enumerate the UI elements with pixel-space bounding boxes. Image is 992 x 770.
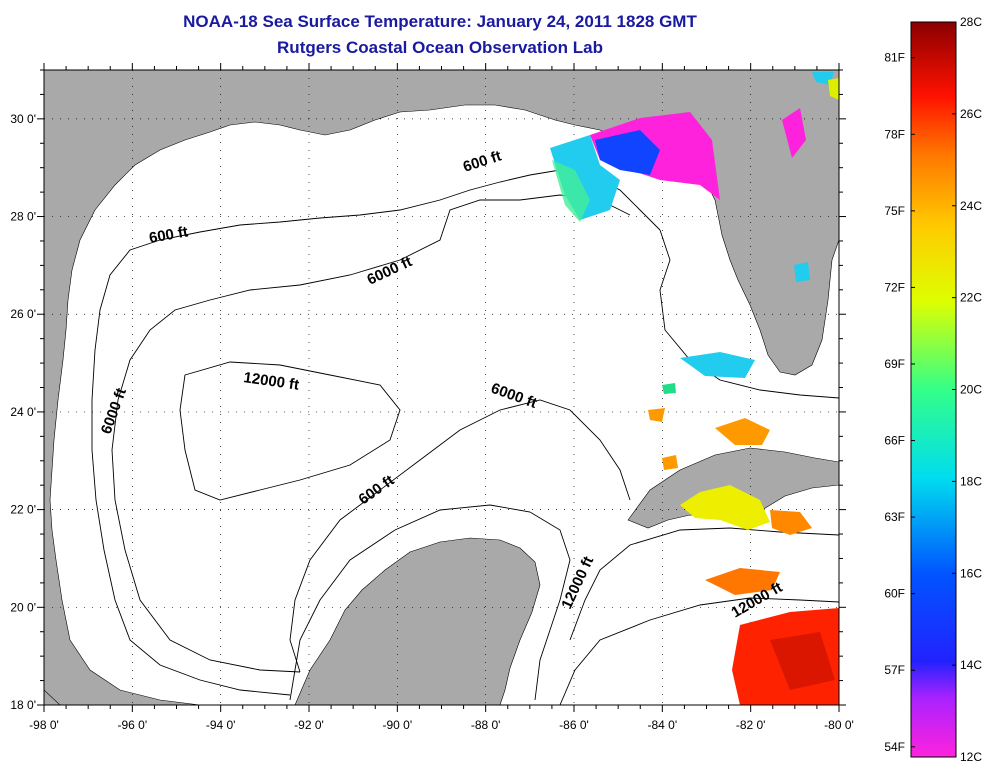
sst-patch-big-bend-blue xyxy=(595,130,660,175)
land-yucatan xyxy=(294,537,541,705)
x-tick-label: -84 0' xyxy=(648,718,678,732)
sst-patch-atlantic-magenta xyxy=(782,108,806,158)
contour-6000ft-south xyxy=(289,399,631,673)
title-line-1: NOAA-18 Sea Surface Temperature: January… xyxy=(183,12,697,31)
colorbar-celsius-label: 24C xyxy=(960,199,982,213)
title-line-2: Rutgers Coastal Ocean Observation Lab xyxy=(277,38,603,57)
sst-patch-yucatan-channel xyxy=(648,408,665,422)
x-tick-label: -82 0' xyxy=(736,718,766,732)
sst-patch-caribbean-darkred xyxy=(770,632,835,690)
x-tick-label: -80 0' xyxy=(824,718,854,732)
sst-patch-cuba-orange xyxy=(770,510,812,535)
sst-patch-dry-tortugas xyxy=(662,383,676,394)
colorbar-fahrenheit-label: 69F xyxy=(884,357,905,371)
x-tick-label: -92 0' xyxy=(294,718,324,732)
colorbar-celsius-label: 20C xyxy=(960,383,982,397)
contour-6000ft xyxy=(111,194,631,673)
sst-patch-keys-cyan xyxy=(680,352,755,378)
sst-patch-big-bend-green xyxy=(552,160,590,222)
colorbar-celsius-label: 22C xyxy=(960,291,982,305)
sst-patch-cuba-yellow xyxy=(680,485,770,530)
y-tick-label: 22 0' xyxy=(10,503,36,517)
colorbar-fahrenheit-label: 72F xyxy=(884,280,905,294)
y-tick-label: 18 0' xyxy=(10,698,36,712)
colorbar-celsius-label: 26C xyxy=(960,107,982,121)
land-central-america xyxy=(44,689,61,705)
y-tick-label: 24 0' xyxy=(10,405,36,419)
x-tick-label: -96 0' xyxy=(118,718,148,732)
x-tick-label: -86 0' xyxy=(559,718,589,732)
x-tick-label: -88 0' xyxy=(471,718,501,732)
contour-600ft-yucatan xyxy=(289,504,571,701)
sst-patch-yucatan-channel-2 xyxy=(662,455,678,470)
y-axis: 30 0' 28 0' 26 0' 24 0' 22 0' 20 0' 18 0' xyxy=(10,69,846,712)
contour-600ft xyxy=(91,169,661,696)
contour-6000ft-caribbean xyxy=(559,597,839,705)
y-tick-label: 20 0' xyxy=(10,600,36,614)
colorbar-celsius-label: 12C xyxy=(960,750,982,764)
colorbar-fahrenheit-labels: 81F 78F 75F 72F 69F 66F 63F 60F 57F 54F xyxy=(884,51,915,754)
x-axis: -98 0' -96 0' -94 0' -92 0' -90 0' -88 0' -86 … xyxy=(29,63,854,732)
colorbar-fahrenheit-label: 54F xyxy=(884,740,905,754)
x-tick-label: -98 0' xyxy=(29,718,59,732)
y-tick-label: 26 0' xyxy=(10,307,36,321)
contour-12000ft xyxy=(179,361,401,501)
colorbar-fahrenheit-label: 81F xyxy=(884,51,905,65)
sst-patch-atlantic-yellow xyxy=(828,78,839,100)
sst-data xyxy=(550,72,839,705)
colorbar-celsius-label: 28C xyxy=(960,15,982,29)
contour-label: 600 ft xyxy=(148,223,190,247)
bathymetry-contours xyxy=(91,169,839,705)
colorbar-fahrenheit-label: 57F xyxy=(884,663,905,677)
x-tick-label: -94 0' xyxy=(206,718,236,732)
colorbar-fahrenheit-label: 75F xyxy=(884,204,905,218)
colorbar-celsius-labels: 28C 26C 24C 22C 20C 18C 16C 14C 12C xyxy=(952,15,982,764)
sst-patch-fl-straits xyxy=(715,418,770,445)
colorbar-fahrenheit-label: 60F xyxy=(884,587,905,601)
sst-patch-fl-west-cyan xyxy=(794,262,810,282)
colorbar-celsius-label: 14C xyxy=(960,658,982,672)
x-tick-label: -90 0' xyxy=(383,718,413,732)
colorbar-celsius-label: 16C xyxy=(960,566,982,580)
colorbar xyxy=(910,21,957,758)
sst-patch-caribbean-orange xyxy=(705,568,780,595)
colorbar-fahrenheit-label: 78F xyxy=(884,127,905,141)
land-north-america xyxy=(44,70,839,705)
colorbar-celsius-label: 18C xyxy=(960,474,982,488)
colorbar-fahrenheit-label: 66F xyxy=(884,434,905,448)
y-tick-label: 30 0' xyxy=(10,112,36,126)
y-tick-label: 28 0' xyxy=(10,210,36,224)
contour-12000ft-caribbean xyxy=(569,527,839,641)
colorbar-fahrenheit-label: 63F xyxy=(884,510,905,524)
